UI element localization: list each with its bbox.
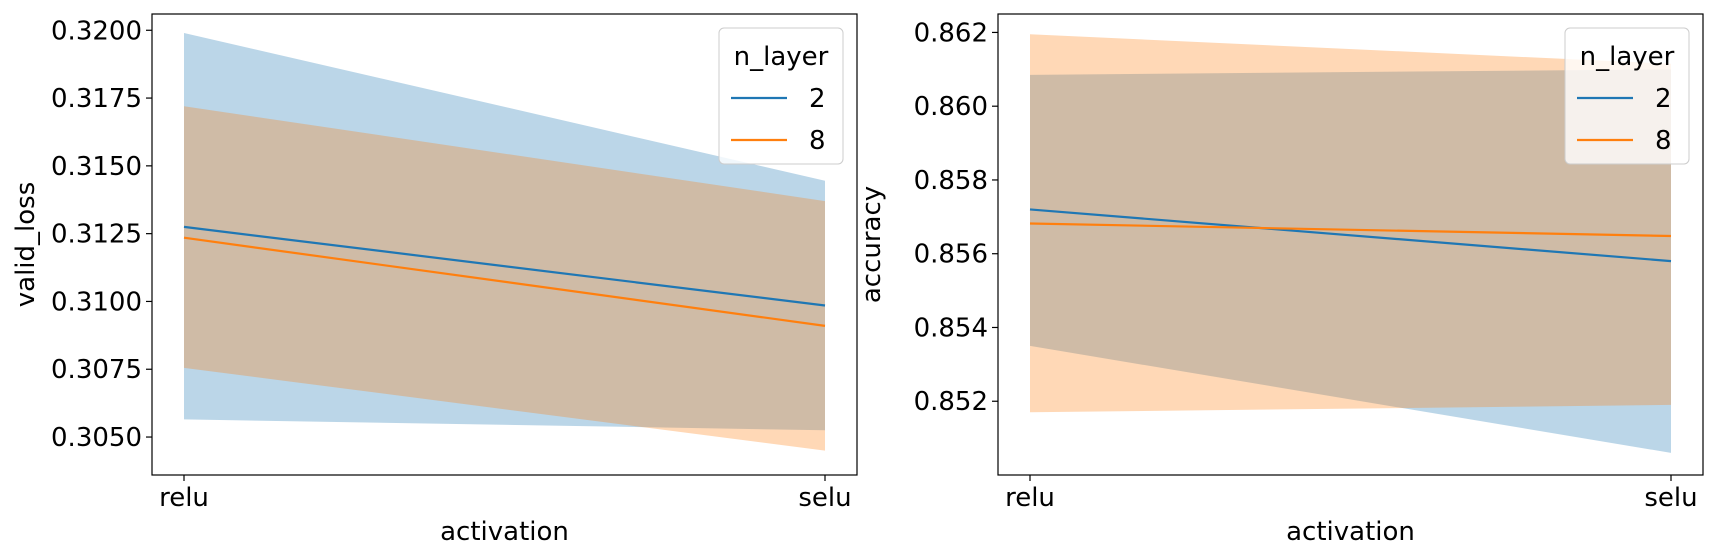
legend-label-2: 2 [1655,84,1672,114]
y-tick-label: 0.3125 [51,220,142,250]
y-tick-label: 0.3100 [51,287,142,317]
x-axis-label: activation [440,517,569,547]
x-tick-label: selu [798,483,851,513]
x-tick-label: selu [1644,483,1697,513]
y-tick-label: 0.3150 [51,152,142,182]
y-axis-label: valid_loss [11,182,41,308]
y-tick-label: 0.3075 [51,355,142,385]
legend-label-8: 8 [1655,126,1672,156]
legend: n_layer 2 8 [718,27,844,165]
legend-title: n_layer [1580,42,1675,72]
confidence-band-8 [1030,34,1671,413]
y-tick-label: 0.3200 [51,16,142,46]
y-tick-label: 0.856 [914,240,988,270]
y-axis-label: accuracy [857,186,887,303]
confidence-band-2 [184,32,825,431]
legend: n_layer 2 8 [1564,27,1690,165]
axes-frame [997,13,1704,476]
y-tick-label: 0.852 [914,387,988,417]
x-tick-label: relu [159,483,209,513]
y-tick-label: 0.862 [914,18,988,48]
y-tick-label: 0.854 [914,313,988,343]
axes-frame [151,13,858,476]
legend-label-8: 8 [809,126,826,156]
x-axis-label: activation [1286,517,1415,547]
x-tick-label: relu [1005,483,1055,513]
y-tick-label: 0.858 [914,166,988,196]
series-line-8 [183,236,826,327]
series-line-2 [1029,208,1672,263]
legend-box [718,27,844,165]
y-tick-label: 0.3050 [51,423,142,453]
legend-box [1564,27,1690,165]
y-tick-label: 0.3175 [51,84,142,114]
legend-label-2: 2 [809,84,826,114]
chart-panel-2: 0.852 0.854 0.856 0.858 0.860 0.862 relu selu ac… [857,13,1704,547]
series-line-2 [183,225,826,307]
y-tick-label: 0.860 [914,92,988,122]
legend-title: n_layer [734,42,829,72]
chart-panel-1: 0.3050 0.3075 0.3100 0.3125 0.3150 0.3175 0.32… [11,13,858,547]
series-line-8 [1029,222,1672,238]
confidence-band-8 [184,106,825,451]
confidence-band-2 [1030,69,1671,453]
